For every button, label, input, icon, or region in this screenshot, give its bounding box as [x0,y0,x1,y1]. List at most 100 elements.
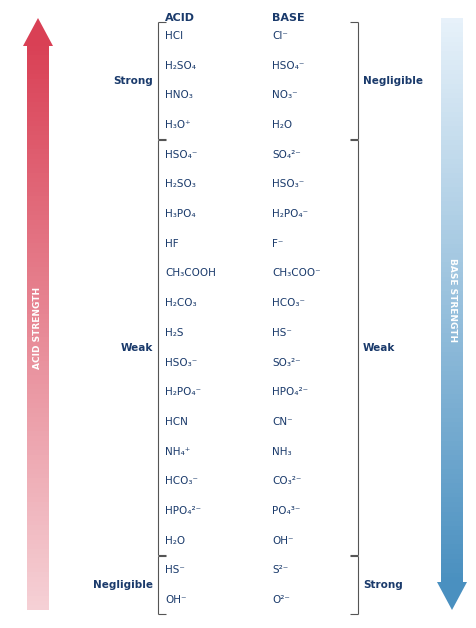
Bar [27,65,49,70]
Bar [27,356,49,361]
Bar [27,403,49,408]
Bar [27,102,49,107]
Bar [27,347,49,352]
Bar [27,182,49,187]
Bar [27,530,49,535]
Bar [441,276,463,281]
Bar [441,403,463,408]
Bar [441,51,463,56]
Bar [27,445,49,450]
Bar [27,365,49,371]
Bar [441,229,463,234]
Bar [27,521,49,526]
Bar [27,479,49,483]
Bar [441,131,463,136]
Bar [441,164,463,168]
Bar [441,225,463,229]
Bar [441,159,463,164]
Bar [441,502,463,507]
Bar [27,201,49,206]
Bar [441,516,463,521]
Bar [441,41,463,46]
Bar [441,140,463,145]
Bar [27,229,49,234]
Bar [441,295,463,300]
Bar [27,187,49,192]
Text: S²⁻: S²⁻ [272,565,288,575]
Bar [27,220,49,225]
Bar [441,267,463,272]
Bar [441,357,463,361]
Polygon shape [23,18,53,46]
Bar [27,450,49,455]
Bar [441,465,463,469]
Text: Weak: Weak [120,343,153,353]
Bar [441,244,463,248]
Bar [27,314,49,318]
Bar [441,183,463,187]
Bar [441,493,463,497]
Bar [27,159,49,163]
Bar [441,441,463,446]
Bar [27,305,49,309]
Text: PO₄³⁻: PO₄³⁻ [272,506,300,516]
Bar [441,89,463,93]
Bar [27,328,49,333]
Text: H₂O: H₂O [272,120,292,130]
Bar [441,484,463,488]
Bar [441,365,463,371]
Bar [441,431,463,436]
Text: HCO₃⁻: HCO₃⁻ [165,476,198,486]
Text: CH₃COOH: CH₃COOH [165,269,216,278]
Bar [27,215,49,220]
Bar [441,577,463,582]
Bar [27,74,49,79]
Bar [441,394,463,399]
Bar [441,202,463,206]
Bar [441,535,463,539]
Polygon shape [437,582,467,610]
Bar [27,79,49,84]
Bar [441,145,463,149]
Bar [27,483,49,488]
Text: Strong: Strong [363,580,403,590]
Bar [27,318,49,323]
Bar [27,554,49,558]
Bar [441,187,463,192]
Bar [441,427,463,431]
Bar [441,511,463,516]
Text: H₂S: H₂S [165,328,184,338]
Text: OH⁻: OH⁻ [165,595,187,605]
Bar [441,507,463,511]
Bar [27,563,49,568]
Text: HCO₃⁻: HCO₃⁻ [272,298,305,308]
Text: ACID STRENGTH: ACID STRENGTH [33,287,42,369]
Bar [27,276,49,281]
Bar [27,309,49,314]
Bar [441,257,463,263]
Text: SO₃²⁻: SO₃²⁻ [272,357,301,367]
Bar [441,263,463,267]
Text: HF: HF [165,239,178,249]
Bar [27,154,49,159]
Bar [27,549,49,554]
Bar [27,516,49,521]
Bar [27,46,49,51]
Bar [27,121,49,126]
Bar [27,436,49,441]
Text: CH₃COO⁻: CH₃COO⁻ [272,269,321,278]
Bar [441,60,463,65]
Bar [27,474,49,479]
Bar [27,384,49,389]
Bar [27,371,49,375]
Bar [441,361,463,365]
Bar [27,112,49,117]
Bar [441,239,463,244]
Bar [27,380,49,384]
Bar [27,290,49,295]
Text: F⁻: F⁻ [272,239,283,249]
Text: NH₄⁺: NH₄⁺ [165,447,190,457]
Text: Negligible: Negligible [363,75,423,85]
Text: OH⁻: OH⁻ [272,536,294,546]
Bar [441,121,463,126]
